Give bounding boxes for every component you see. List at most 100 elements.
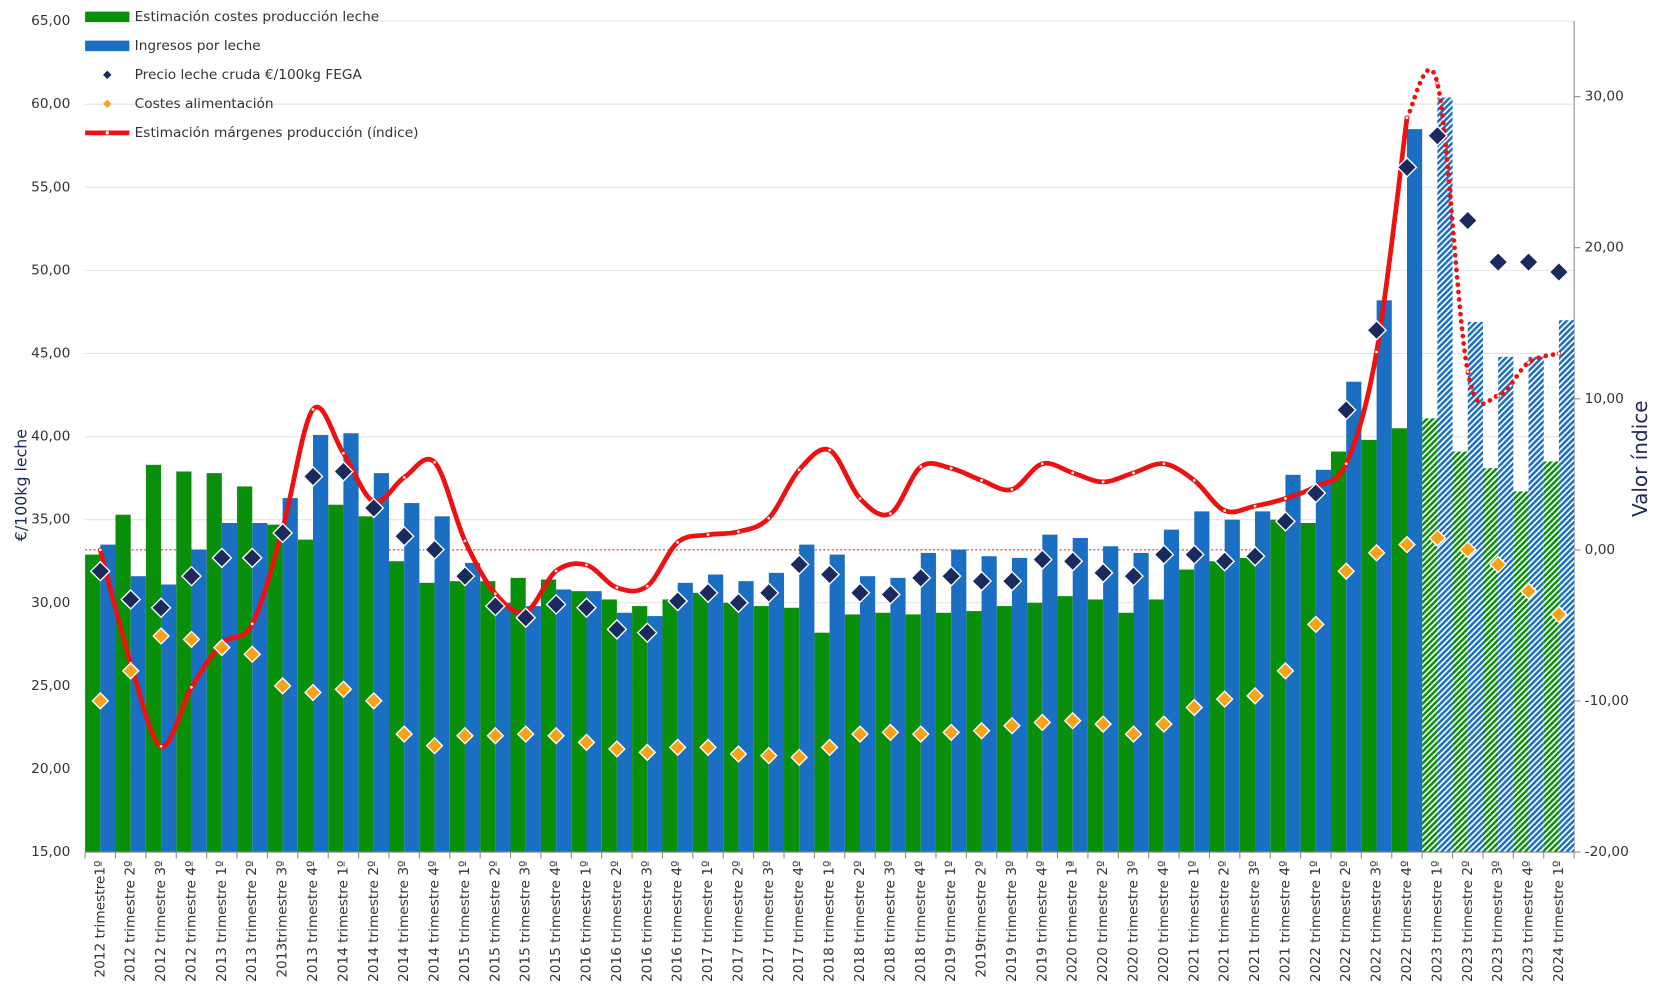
- bar: [388, 561, 405, 853]
- diamond-marker: [1519, 582, 1538, 601]
- bar: [753, 606, 769, 853]
- line-point: [736, 529, 741, 534]
- diamond-marker: [1033, 713, 1052, 732]
- diamond-marker: [150, 597, 172, 619]
- x-tick-label: 2014 trimestre 2º: [366, 861, 382, 983]
- diamond-marker: [182, 630, 201, 649]
- diamond-marker: [243, 645, 262, 664]
- line-point: [857, 496, 863, 501]
- line-point: [432, 460, 437, 465]
- line-point: [1253, 504, 1258, 509]
- diamond-marker: [1246, 686, 1264, 705]
- diamond-marker: [881, 723, 900, 742]
- bar: [890, 577, 906, 853]
- diamond-marker: [91, 691, 110, 710]
- line-point: [918, 464, 923, 469]
- y2-tick-label: 20,00: [1585, 240, 1624, 256]
- bar: [206, 473, 222, 853]
- line-point: [1496, 393, 1501, 398]
- x-tick-label: 2022 trimestre 1º: [1308, 861, 1324, 983]
- bar: [1255, 511, 1271, 853]
- line-point: [645, 584, 650, 589]
- x-tick-label: 2021 trimestre 4º: [1277, 861, 1293, 983]
- diamond-marker: [1426, 125, 1448, 147]
- diamond-marker: [819, 564, 841, 585]
- y-tick-label: 45,00: [31, 345, 70, 361]
- x-tick-label: 2016 trimestre 3º: [639, 861, 655, 983]
- legend-label: Precio leche cruda €/100kg FEGA: [135, 67, 363, 83]
- diamond-marker: [1244, 545, 1266, 567]
- line-point: [189, 685, 194, 690]
- diamond-marker: [304, 683, 322, 702]
- diamond-marker: [547, 726, 565, 745]
- diamond-marker: [1398, 535, 1416, 554]
- bar: [358, 516, 374, 853]
- bar: [510, 577, 526, 853]
- bar: [221, 523, 238, 853]
- diamond-marker: [972, 721, 991, 740]
- x-tick-label: 2012 trimestre1º: [92, 861, 108, 978]
- bar: [464, 562, 481, 853]
- bar: [1103, 546, 1119, 853]
- line: [97, 115, 1410, 749]
- bar: [191, 549, 207, 853]
- diamond-marker: [1094, 715, 1112, 733]
- diamond-marker: [425, 736, 444, 755]
- bar: [176, 471, 192, 853]
- x-tick-label: 2020 trimestre 3º: [1125, 861, 1141, 983]
- line-point: [98, 547, 103, 552]
- diamond-marker: [1031, 549, 1053, 571]
- diamond-marker: [1457, 210, 1479, 231]
- bar: [1224, 519, 1240, 853]
- x-tick-label: 2018 trimestre 1º: [822, 861, 838, 983]
- diamond-marker: [851, 725, 869, 743]
- diamond-marker: [727, 592, 749, 614]
- y2-tick-label: 30,00: [1585, 89, 1624, 105]
- diamond-marker: [1337, 562, 1356, 581]
- bar: [130, 576, 146, 853]
- x-tick-label: 2023 trimestre 1º: [1429, 861, 1445, 983]
- bar: [829, 554, 845, 853]
- diamond-marker: [302, 466, 324, 487]
- x-tick-label: 2023 trimestre 2º: [1460, 861, 1476, 983]
- diamond-marker: [516, 725, 535, 743]
- bar: [1315, 469, 1332, 853]
- line-point: [797, 467, 802, 472]
- bar: [1057, 596, 1073, 853]
- line-point: [1344, 461, 1349, 466]
- x-tick-label: 2012 trimestre 4º: [183, 861, 199, 983]
- line-point: [159, 744, 164, 749]
- bar: [1331, 451, 1347, 853]
- x-tick-label: 2019 trimestre 1º: [943, 861, 959, 983]
- legend-swatch: [103, 99, 112, 109]
- diamond-marker: [971, 570, 993, 592]
- bar: [237, 486, 253, 853]
- bar: [586, 591, 602, 853]
- diamond-marker: [1548, 261, 1570, 283]
- bar: [313, 434, 329, 853]
- bar: [1406, 129, 1423, 853]
- line-point: [1435, 81, 1440, 86]
- bar: [616, 612, 633, 853]
- bar: [343, 433, 359, 853]
- diamond-marker: [1214, 550, 1236, 572]
- diamond-marker: [1124, 725, 1143, 743]
- bar: [556, 589, 572, 853]
- line-point: [402, 475, 407, 480]
- line-point: [614, 585, 619, 590]
- legend-label: Ingresos por leche: [135, 38, 261, 54]
- bar: [1300, 523, 1316, 853]
- diamond-marker: [759, 746, 778, 765]
- line-point: [949, 466, 954, 471]
- bar: [859, 576, 876, 853]
- y-tick-label: 55,00: [31, 179, 70, 195]
- diamond-marker: [1487, 251, 1509, 273]
- line-point: [311, 407, 316, 412]
- diamond-marker: [1001, 570, 1023, 592]
- bar: [449, 581, 465, 853]
- diamond-marker: [820, 738, 839, 757]
- diamond-marker: [1183, 544, 1205, 566]
- x-tick-label: 2021 trimestre 1º: [1186, 861, 1202, 983]
- line-point: [250, 621, 255, 626]
- x-tick-label: 2020 trimestre 2º: [1095, 861, 1111, 983]
